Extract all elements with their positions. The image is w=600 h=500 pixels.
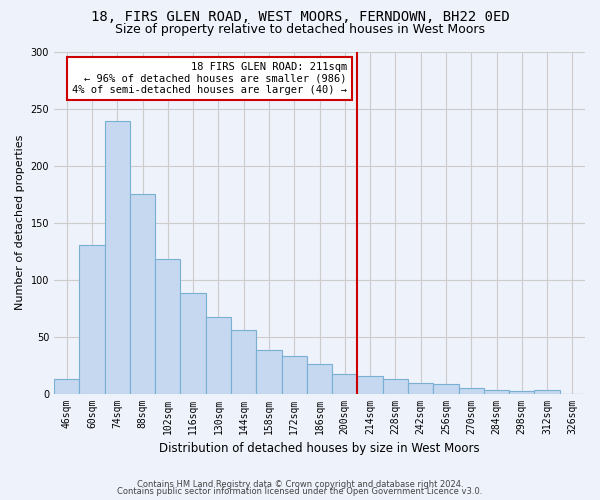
Bar <box>307 364 332 394</box>
Bar <box>155 259 181 394</box>
Text: Size of property relative to detached houses in West Moors: Size of property relative to detached ho… <box>115 22 485 36</box>
Bar <box>535 390 560 394</box>
Bar <box>383 378 408 394</box>
Bar <box>231 330 256 394</box>
Bar <box>332 374 358 394</box>
Bar <box>104 121 130 394</box>
Text: Contains public sector information licensed under the Open Government Licence v3: Contains public sector information licen… <box>118 488 482 496</box>
Bar <box>256 350 281 394</box>
Text: 18, FIRS GLEN ROAD, WEST MOORS, FERNDOWN, BH22 0ED: 18, FIRS GLEN ROAD, WEST MOORS, FERNDOWN… <box>91 10 509 24</box>
Bar <box>206 317 231 394</box>
Bar <box>181 293 206 394</box>
Bar <box>433 384 458 394</box>
Bar <box>281 356 307 394</box>
Text: Contains HM Land Registry data © Crown copyright and database right 2024.: Contains HM Land Registry data © Crown c… <box>137 480 463 489</box>
Bar <box>358 376 383 394</box>
Bar <box>408 384 433 394</box>
X-axis label: Distribution of detached houses by size in West Moors: Distribution of detached houses by size … <box>159 442 480 455</box>
Y-axis label: Number of detached properties: Number of detached properties <box>15 135 25 310</box>
Bar <box>458 388 484 394</box>
Bar <box>509 392 535 394</box>
Text: 18 FIRS GLEN ROAD: 211sqm
← 96% of detached houses are smaller (986)
4% of semi-: 18 FIRS GLEN ROAD: 211sqm ← 96% of detac… <box>72 62 347 95</box>
Bar <box>484 390 509 394</box>
Bar <box>130 194 155 394</box>
Bar <box>54 378 79 394</box>
Bar <box>79 246 104 394</box>
